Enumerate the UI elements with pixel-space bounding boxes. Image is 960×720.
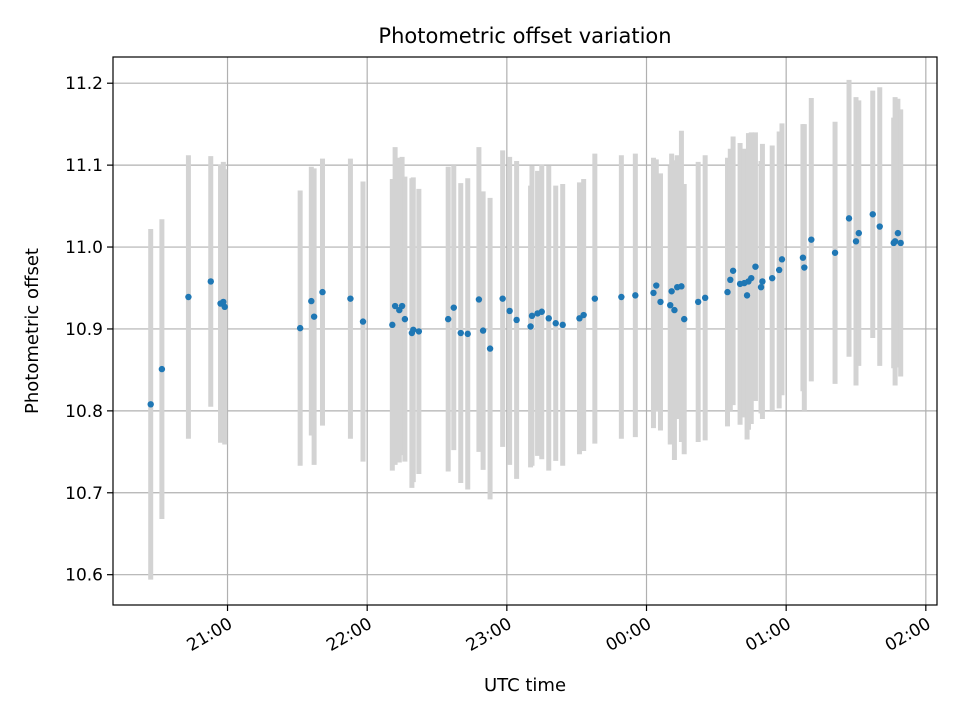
- data-point: [591, 295, 599, 302]
- data-point: [185, 293, 192, 301]
- data-point: [538, 308, 545, 315]
- y-tick-label: 10.9: [65, 320, 103, 340]
- data-point: [499, 295, 506, 302]
- plot-area-frame: [112, 56, 938, 606]
- data-point: [855, 229, 862, 237]
- data-point: [618, 293, 625, 301]
- y-axis-ticks: 10.6 10.7 10.8 10.9 11.0 11.1 11.2: [65, 74, 113, 586]
- data-point: [852, 238, 860, 245]
- data-point: [891, 238, 899, 245]
- data-point: [845, 215, 853, 222]
- data-point: [479, 327, 487, 334]
- data-point: [757, 283, 765, 291]
- data-point: [401, 315, 409, 323]
- data-point: [486, 345, 494, 352]
- data-point: [310, 313, 318, 320]
- data-point: [457, 329, 464, 337]
- data-point: [464, 330, 471, 338]
- data-point: [678, 283, 685, 290]
- data-point: [319, 288, 326, 296]
- y-tick-label: 10.7: [65, 484, 103, 504]
- data-point: [694, 298, 702, 306]
- data-point: [415, 328, 423, 335]
- data-point: [724, 288, 731, 296]
- data-point: [207, 278, 214, 285]
- data-points: [147, 211, 904, 408]
- data-point: [296, 324, 304, 332]
- data-point: [528, 312, 536, 320]
- data-point: [475, 296, 483, 303]
- data-point: [748, 274, 755, 282]
- data-point: [681, 315, 688, 323]
- data-point: [308, 297, 315, 305]
- data-point: [701, 294, 709, 302]
- y-tick-label: 10.6: [65, 566, 103, 586]
- data-point: [653, 282, 660, 289]
- data-point: [667, 301, 674, 309]
- data-point: [876, 223, 883, 230]
- data-point: [559, 321, 566, 329]
- data-point: [632, 292, 639, 299]
- y-tick-label: 10.8: [65, 402, 103, 422]
- chart-title: Photometric offset variation: [378, 24, 671, 48]
- data-point: [359, 318, 367, 325]
- data-point: [506, 307, 513, 315]
- data-point: [580, 311, 587, 319]
- data-point: [552, 320, 559, 327]
- data-point: [778, 256, 786, 263]
- data-point: [220, 298, 227, 306]
- data-point: [775, 266, 783, 274]
- y-tick-label: 11.0: [65, 238, 103, 258]
- data-point: [743, 292, 751, 299]
- data-point: [752, 263, 759, 270]
- data-point: [657, 298, 664, 306]
- x-axis-title: UTC time: [484, 675, 566, 696]
- data-point: [545, 315, 552, 322]
- data-point: [444, 315, 452, 323]
- data-point: [450, 304, 457, 311]
- y-tick-label: 11.2: [65, 74, 103, 94]
- data-point: [391, 302, 399, 310]
- data-point: [801, 264, 808, 271]
- data-point: [513, 316, 520, 324]
- data-point: [729, 267, 737, 274]
- data-point: [671, 306, 678, 314]
- data-point: [147, 401, 154, 408]
- data-point: [668, 288, 675, 295]
- data-point: [727, 276, 734, 284]
- data-point: [410, 326, 417, 333]
- y-tick-label: 11.1: [65, 156, 103, 176]
- data-point: [347, 295, 354, 302]
- data-point: [799, 254, 807, 261]
- data-point: [808, 236, 815, 243]
- data-point: [527, 323, 534, 330]
- data-point: [650, 289, 657, 297]
- data-point: [398, 302, 406, 310]
- y-axis-title: Photometric offset: [22, 248, 43, 414]
- data-point: [759, 278, 766, 285]
- data-point: [897, 239, 904, 247]
- data-point: [869, 211, 876, 218]
- data-point: [894, 229, 902, 237]
- grid-lines: [113, 57, 937, 605]
- data-point: [158, 365, 166, 373]
- data-point: [389, 321, 396, 329]
- data-point: [769, 274, 776, 282]
- data-point: [831, 249, 839, 256]
- data-point: [221, 303, 228, 311]
